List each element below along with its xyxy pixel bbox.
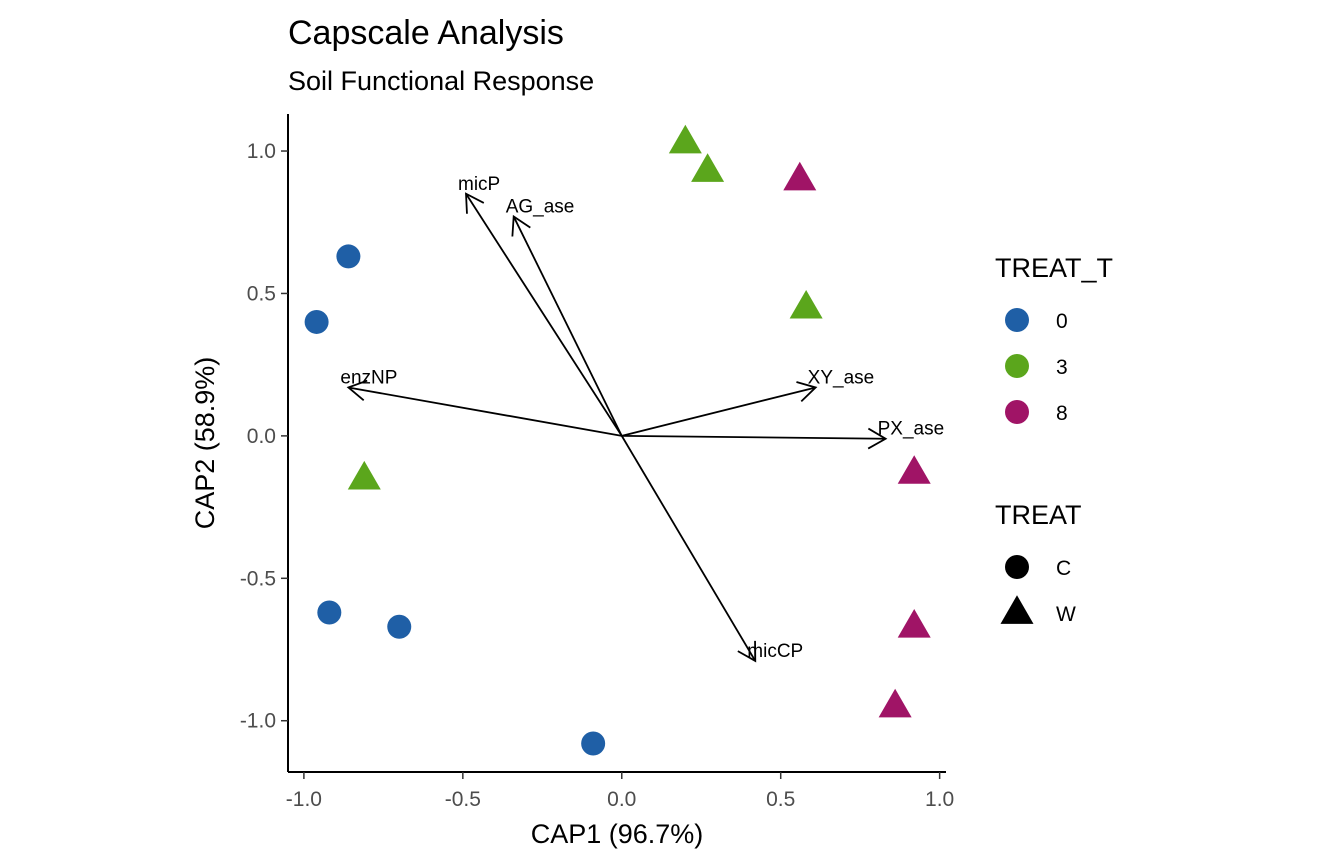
arrow-shaft xyxy=(622,436,886,439)
point-triangle xyxy=(790,290,823,319)
biplot-arrow-micCP: micCP xyxy=(622,436,803,662)
y-tick-label: -0.5 xyxy=(240,567,276,590)
x-tick-label: 0.5 xyxy=(766,788,795,811)
arrow-label: XY_ase xyxy=(808,367,875,388)
legend-treat: TREAT CW xyxy=(995,500,1082,626)
y-axis-title: CAP2 (58.9%) xyxy=(190,357,220,530)
legend-key-triangle xyxy=(1001,595,1034,624)
legend-treat-t-label: 0 xyxy=(1056,310,1068,333)
legend-treat-title: TREAT xyxy=(995,500,1082,530)
arrow-label: PX_ase xyxy=(878,419,945,440)
biplot-arrows: micP AG_ase enzNP XY_ase PX_ase micCP xyxy=(340,174,944,662)
y-tick-label: 0.5 xyxy=(247,282,276,305)
legend-treat-t-label: 3 xyxy=(1056,356,1068,379)
chart-subtitle: Soil Functional Response xyxy=(288,66,594,96)
legend-key-circle xyxy=(1005,555,1029,579)
point-triangle xyxy=(898,455,931,484)
x-tick-label: -1.0 xyxy=(286,788,322,811)
legend-treat-t: TREAT_T 0 3 8 xyxy=(995,253,1113,425)
data-points xyxy=(305,125,931,756)
biplot-arrow-XY_ase: XY_ase xyxy=(622,367,874,435)
point-circle xyxy=(387,615,411,639)
arrow-shaft xyxy=(514,217,622,436)
arrow-label: micCP xyxy=(747,641,803,662)
point-triangle xyxy=(669,125,702,154)
y-tick-label: 1.0 xyxy=(247,140,276,163)
point-circle xyxy=(317,600,341,624)
legend-key-circle xyxy=(1005,308,1029,332)
x-axis-title: CAP1 (96.7%) xyxy=(531,819,704,849)
point-circle xyxy=(336,244,360,268)
point-triangle xyxy=(783,162,816,191)
axis-ticks: -1.0 -0.5 0.0 0.5 1.0 -1.0 -0.5 0.0 0.5 1.0 xyxy=(240,140,954,811)
x-tick-label: 0.0 xyxy=(607,788,636,811)
legend-key-circle xyxy=(1005,354,1029,378)
x-tick-label: -0.5 xyxy=(445,788,481,811)
point-triangle xyxy=(879,689,912,718)
biplot-arrow-AG_ase: AG_ase xyxy=(506,197,622,436)
arrow-label: AG_ase xyxy=(506,197,575,218)
arrow-shaft xyxy=(466,194,622,436)
point-triangle xyxy=(348,461,381,490)
arrow-shaft xyxy=(622,387,816,435)
capscale-chart: Capscale Analysis Soil Functional Respon… xyxy=(0,0,1344,864)
x-tick-label: 1.0 xyxy=(925,788,954,811)
arrow-shaft xyxy=(622,436,756,661)
legend-treat-t-label: 8 xyxy=(1056,402,1068,425)
legend-treat-t-title: TREAT_T xyxy=(995,253,1113,283)
point-circle xyxy=(581,732,605,756)
legend-treat-label: W xyxy=(1056,603,1076,626)
arrow-label: micP xyxy=(458,174,500,195)
point-circle xyxy=(305,310,329,334)
arrow-shaft xyxy=(348,387,621,435)
point-triangle xyxy=(691,153,724,182)
point-triangle xyxy=(898,609,931,638)
y-tick-label: 0.0 xyxy=(247,425,276,448)
legend-treat-label: C xyxy=(1056,557,1071,580)
y-tick-label: -1.0 xyxy=(240,710,276,733)
biplot-arrow-enzNP: enzNP xyxy=(340,367,621,435)
legend-key-circle xyxy=(1005,400,1029,424)
chart-title: Capscale Analysis xyxy=(288,14,564,52)
arrow-label: enzNP xyxy=(340,367,397,388)
